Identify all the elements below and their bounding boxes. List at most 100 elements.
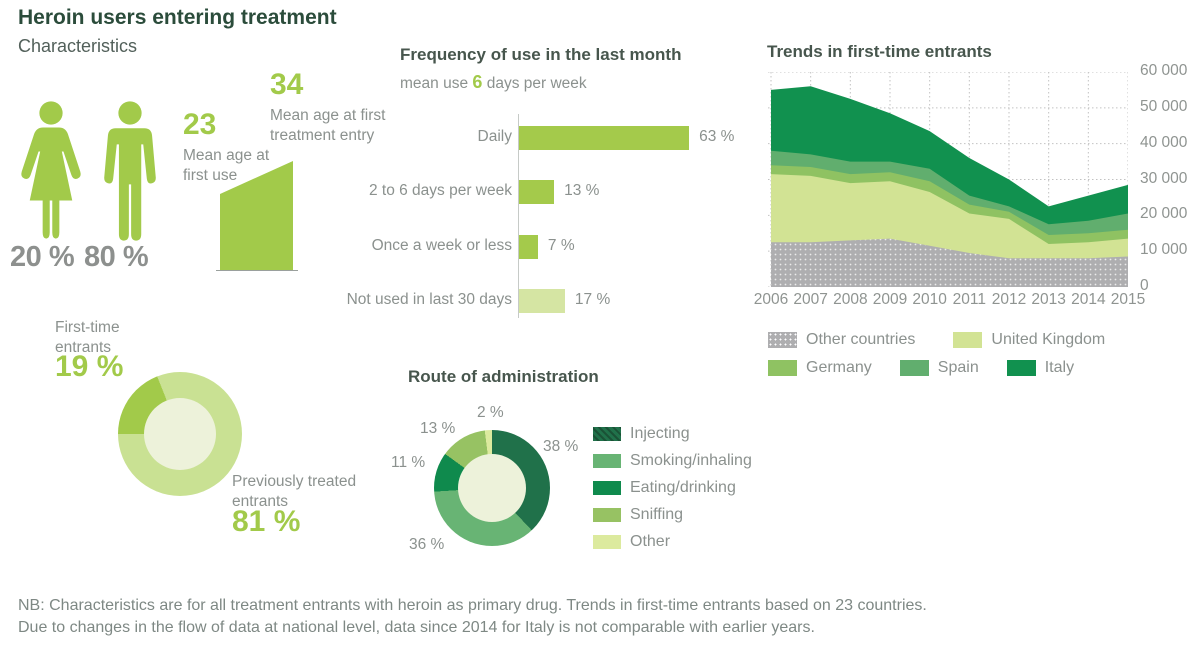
female-percent: 20 % (10, 241, 75, 273)
entrants-donut-chart (118, 372, 242, 496)
route-percent-sniffing: 13 % (420, 420, 456, 437)
mean-age-first-treatment-label: Mean age at first treatment entry (270, 107, 386, 144)
legend-color-swatch (768, 332, 797, 348)
trends-legend-row-2: Germany Spain Italy (768, 359, 1074, 377)
trends-xtick-label: 2013 (1031, 291, 1066, 308)
route-legend-item: Eating/drinking (593, 479, 752, 497)
trends-legend-item: United Kingdom (953, 331, 1105, 349)
route-donut-chart (434, 430, 550, 546)
trends-ytick-label: 40 000 (1140, 133, 1188, 151)
frequency-bar-label: Not used in last 30 days (346, 291, 512, 309)
legend-label: Injecting (630, 425, 690, 442)
legend-label: Germany (806, 359, 872, 376)
mean-age-first-use-value: 23 (183, 108, 217, 141)
trends-xtick-label: 2015 (1110, 291, 1146, 308)
previously-treated-value: 81 % (232, 505, 301, 538)
route-legend-item: Other (593, 533, 752, 551)
trends-ytick-label: 0 (1140, 277, 1149, 294)
legend-color-swatch (593, 427, 621, 441)
first-time-entrants-value: 19 % (55, 350, 124, 383)
legend-label: Other (630, 533, 671, 550)
route-legend-item: Smoking/inhaling (593, 452, 752, 470)
nb-note-line1: NB: Characteristics are for all treatmen… (18, 597, 927, 614)
previously-treated-label: Previously treated entrants (232, 473, 357, 510)
route-percent-other: 2 % (477, 404, 504, 421)
legend-color-swatch (593, 535, 621, 549)
frequency-axis-line (518, 114, 519, 318)
route-percent-eating: 11 % (391, 454, 426, 471)
frequency-bar (519, 289, 565, 314)
frequency-subtitle-suffix: days per week (482, 75, 587, 92)
frequency-subtitle-prefix: mean use (400, 75, 473, 92)
male-icon (104, 101, 156, 241)
frequency-bar-value: 17 % (574, 291, 611, 309)
trends-legend-item: Other countries (768, 331, 915, 349)
trends-area-chart (768, 72, 1128, 287)
route-legend: Injecting Smoking/inhaling Eating/drinking… (593, 425, 752, 551)
trends-xtick-label: 2007 (793, 291, 828, 308)
trends-legend-item: Spain (899, 359, 979, 377)
legend-label: Spain (937, 359, 979, 376)
route-legend-item: Injecting (593, 425, 752, 443)
legend-label: Other countries (806, 331, 916, 348)
first-time-entrants-label: First-time entrants (55, 319, 120, 356)
legend-color-swatch (953, 332, 983, 348)
legend-label: Italy (1044, 359, 1075, 376)
route-heading: Route of administration (408, 367, 599, 386)
trends-legend-item: Germany (768, 359, 872, 377)
area-layer-other-countries (771, 238, 1128, 287)
age-increase-wedge (216, 161, 298, 271)
trends-xtick-label: 2012 (991, 291, 1027, 308)
trends-xtick-label: 2014 (1071, 291, 1106, 308)
frequency-heading: Frequency of use in the last month (400, 45, 682, 64)
frequency-bar-value: 7 % (547, 236, 575, 254)
legend-label: Sniffing (630, 506, 684, 523)
main-title: Heroin users entering treatment (18, 6, 337, 29)
frequency-bar (519, 180, 555, 205)
trends-xtick-label: 2006 (753, 291, 789, 308)
entrants-donut-hole (144, 398, 216, 470)
trends-ytick-label: 20 000 (1140, 205, 1188, 223)
legend-color-swatch (593, 508, 621, 522)
legend-color-swatch (593, 481, 621, 495)
frequency-bar (519, 234, 538, 259)
trends-legend-row-1: Other countries United Kingdom (768, 331, 1105, 349)
mean-age-first-treatment-value: 34 (270, 68, 304, 101)
trends-xtick-label: 2011 (952, 291, 986, 308)
frequency-bar-value: 63 % (699, 128, 735, 145)
mean-age-first-use-label: Mean age at first use (183, 147, 270, 184)
trends-heading: Trends in first-time entrants (767, 42, 992, 61)
frequency-bar-label: 2 to 6 days per week (368, 182, 512, 200)
frequency-bar (519, 126, 690, 150)
trends-xtick-label: 2009 (872, 291, 908, 308)
legend-label: Eating/drinking (630, 479, 736, 496)
route-percent-injecting: 38 % (543, 438, 579, 455)
female-icon (21, 101, 81, 239)
route-legend-item: Sniffing (593, 506, 752, 524)
frequency-bar-label: Once a week or less (371, 236, 512, 254)
frequency-bar-chart: Daily 63 % 2 to 6 days per week 13 % Once a … (347, 108, 740, 323)
legend-color-swatch (768, 360, 797, 376)
nb-note-line2: Due to changes in the flow of data at na… (18, 619, 815, 636)
route-percent-smoking: 36 % (409, 536, 445, 553)
legend-color-swatch (1006, 360, 1036, 376)
characteristics-heading: Characteristics (18, 36, 138, 56)
trends-legend-item: Italy (1006, 359, 1075, 377)
legend-color-swatch (899, 360, 929, 376)
male-percent: 80 % (84, 241, 149, 273)
legend-label: United Kingdom (991, 331, 1106, 348)
trends-ytick-label: 60 000 (1140, 62, 1188, 79)
trends-ytick-label: 10 000 (1140, 241, 1188, 259)
trends-ytick-label: 30 000 (1140, 169, 1188, 187)
trends-ytick-label: 50 000 (1140, 97, 1188, 115)
frequency-subtitle-mean-value: 6 (472, 72, 483, 92)
trends-xtick-label: 2010 (912, 291, 947, 308)
legend-label: Smoking/inhaling (630, 452, 752, 469)
frequency-bar-label: Daily (477, 128, 512, 145)
route-donut-hole (458, 454, 526, 522)
legend-color-swatch (593, 454, 621, 468)
trends-xtick-label: 2008 (833, 291, 868, 308)
frequency-subtitle: mean use 6 days per week (400, 72, 587, 94)
frequency-bar-value: 13 % (564, 182, 600, 200)
